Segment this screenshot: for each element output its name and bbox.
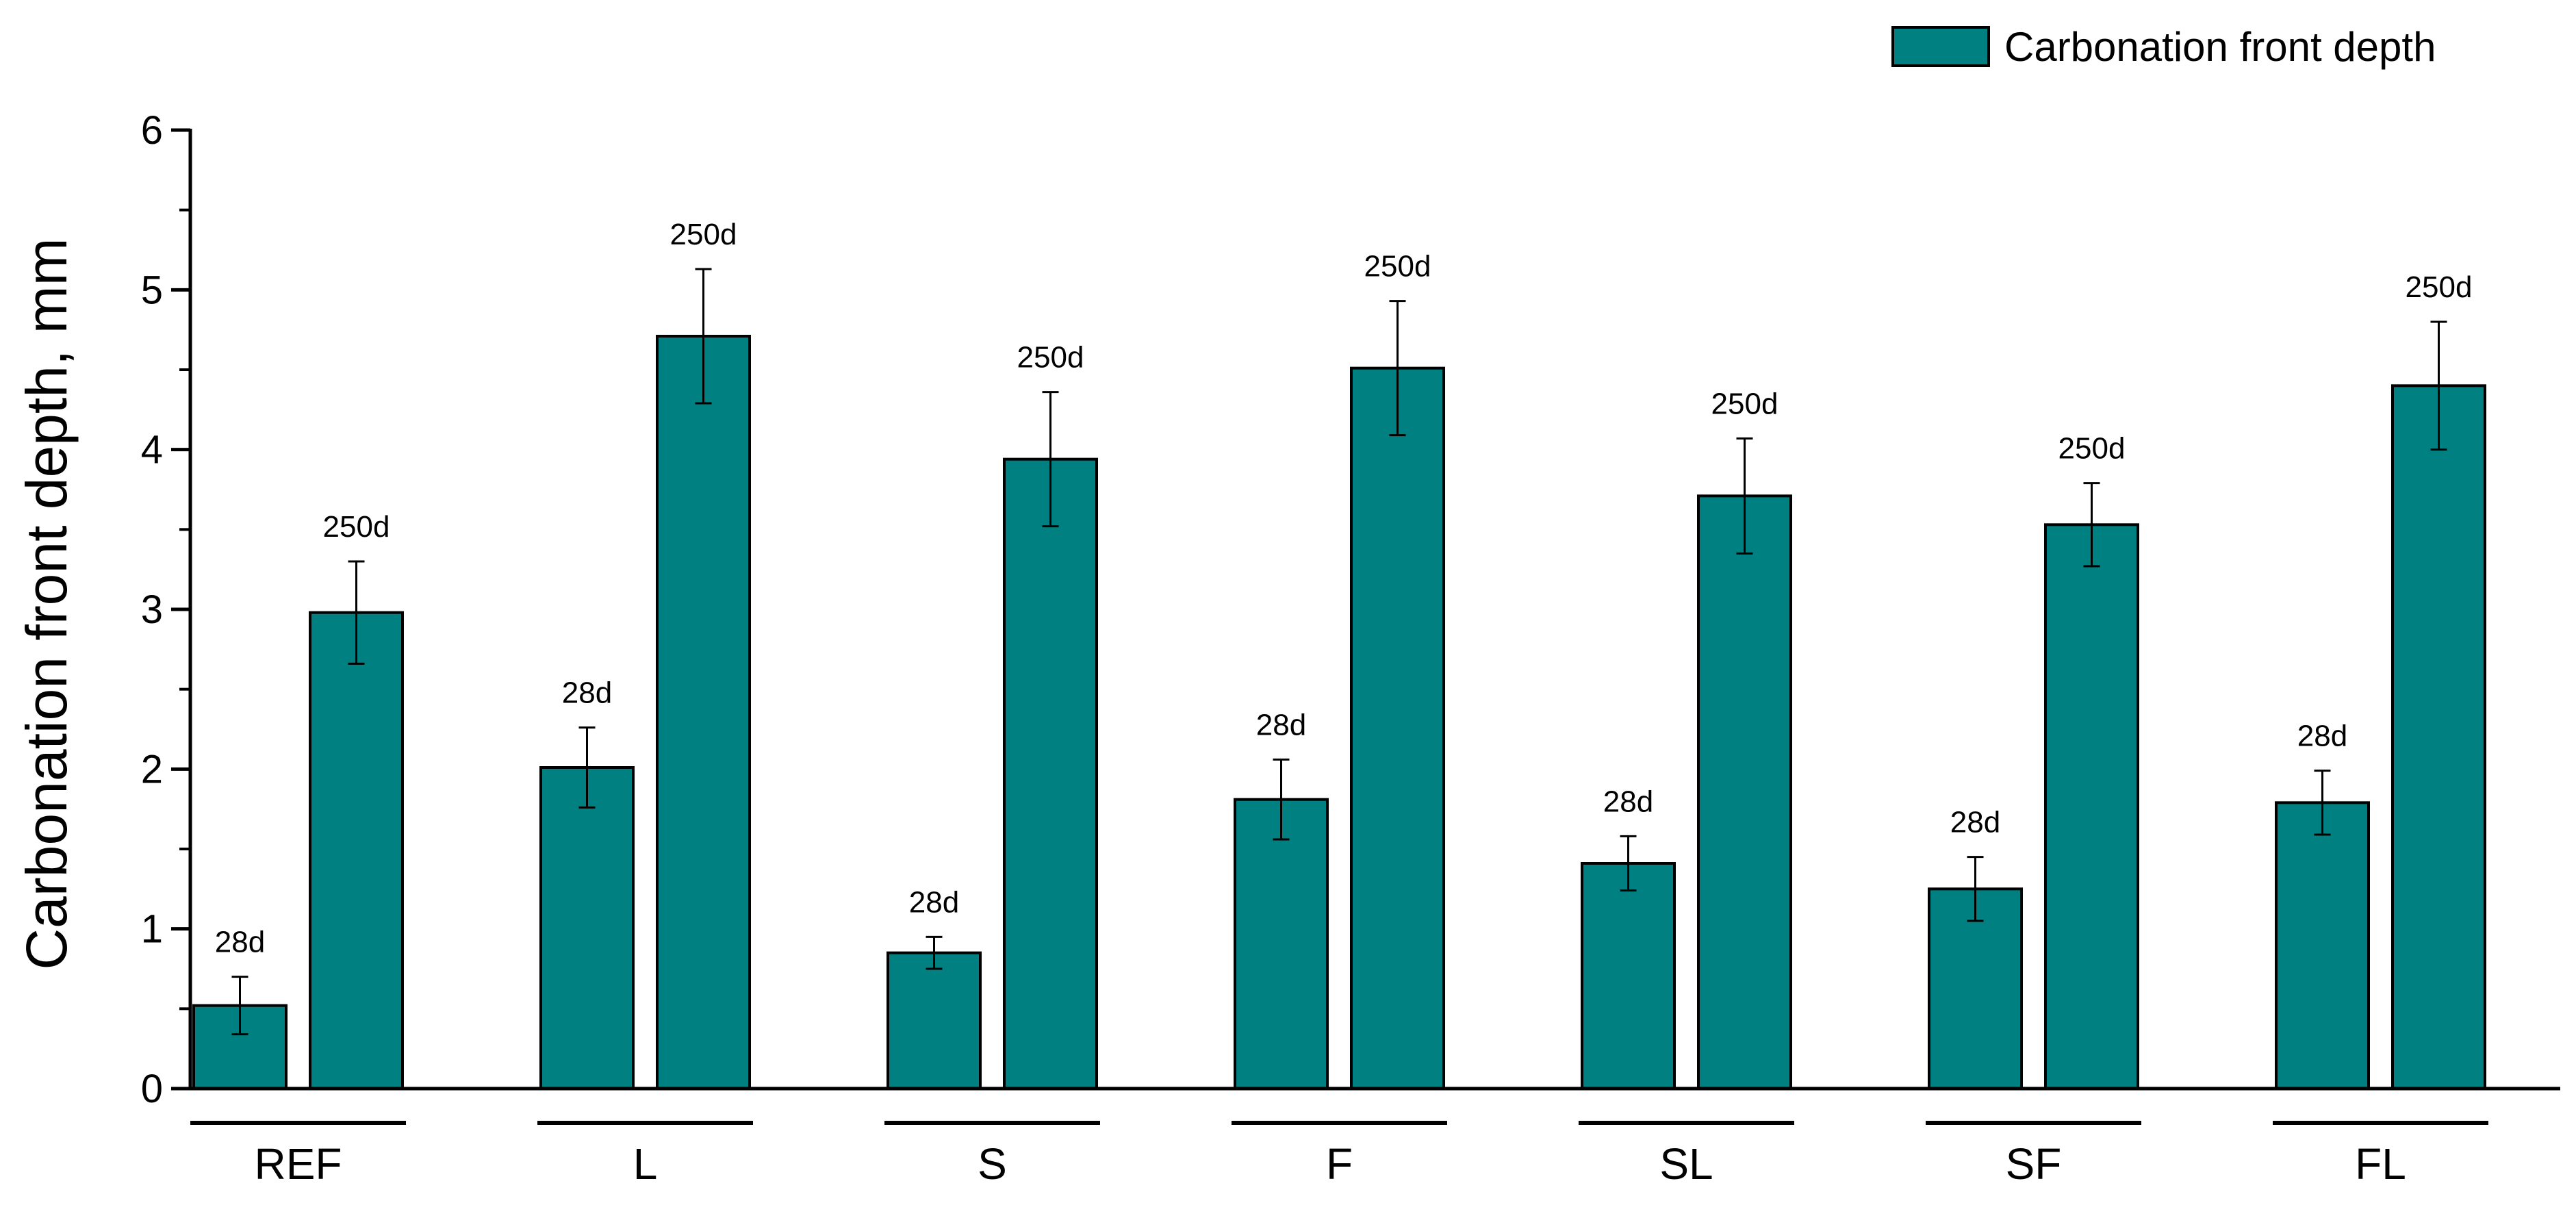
bar — [2044, 523, 2139, 1090]
legend-swatch — [1891, 26, 1990, 67]
y-axis-ticks: 0 1 2 3 4 5 6 — [141, 108, 190, 1111]
y-tick-label: 6 — [141, 108, 163, 153]
bar-data-label: 250d — [323, 510, 390, 544]
x-category-label: FL — [2355, 1139, 2406, 1189]
bar — [2391, 384, 2486, 1090]
bar-data-label: 250d — [2058, 432, 2126, 466]
bar-data-label: 28d — [215, 926, 265, 959]
bar-data-label: 28d — [2297, 720, 2347, 753]
x-axis-labels: REF L S F SL SF FL — [190, 1121, 2488, 1189]
y-tick-label: 3 — [141, 587, 163, 632]
y-axis-title: Carbonation front depth, mm — [14, 238, 79, 969]
bar — [192, 1004, 288, 1090]
y-tick-label: 5 — [141, 268, 163, 312]
bar-data-label: 250d — [1017, 341, 1084, 375]
x-category-label: F — [1326, 1139, 1353, 1189]
bar — [309, 611, 404, 1090]
bar-data-label: 28d — [562, 676, 612, 710]
bar — [656, 335, 751, 1090]
bar — [1234, 798, 1329, 1090]
bar-data-label: 28d — [1950, 806, 2000, 839]
y-tick-label: 4 — [141, 428, 163, 472]
bar — [539, 766, 635, 1090]
y-tick-label: 1 — [141, 907, 163, 952]
bar — [1003, 457, 1098, 1090]
bar — [1928, 887, 2023, 1091]
bar — [1581, 862, 1676, 1090]
bar-data-label: 28d — [909, 885, 959, 919]
bar-data-label: 250d — [670, 218, 737, 251]
bar — [887, 951, 982, 1090]
bar-data-label: 250d — [2406, 270, 2473, 304]
x-category-label: SL — [1659, 1139, 1713, 1189]
bar-data-label: 28d — [1603, 785, 1653, 818]
y-tick-label: 0 — [141, 1067, 163, 1111]
bar — [1350, 366, 1445, 1091]
y-tick-label: 2 — [141, 747, 163, 791]
legend-label: Carbonation front depth — [2004, 24, 2436, 70]
x-category-label: L — [633, 1139, 658, 1189]
legend: Carbonation front depth — [1891, 24, 2436, 70]
x-category-label: S — [978, 1139, 1007, 1189]
x-category-label: REF — [255, 1139, 342, 1189]
bar-data-label: 250d — [1711, 387, 1778, 420]
bar — [1697, 494, 1792, 1090]
bars: 28d 250d 28d 250d 28d 250d 28d 250d 28d 250d 28d 25… — [192, 218, 2486, 1091]
bar — [2275, 801, 2370, 1091]
x-category-label: SF — [2006, 1139, 2062, 1189]
bar-data-label: 28d — [1256, 708, 1306, 741]
bar-data-label: 250d — [1364, 250, 1431, 283]
